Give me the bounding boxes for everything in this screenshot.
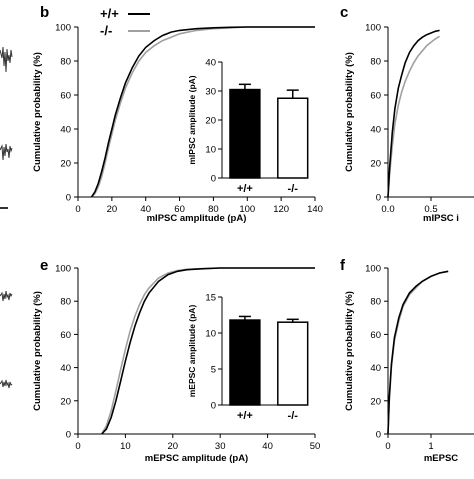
- chart-c-x-tick-label: 0.5: [424, 204, 437, 215]
- chart-b-x-tick-label: 140: [307, 204, 323, 215]
- chart-e-y-tick-label: 0: [66, 430, 71, 441]
- chart-b-inset-y-label: mIPSC amplitude (pA): [187, 75, 197, 164]
- chart-e-x-tick-label: 10: [120, 441, 131, 452]
- trace-fragment-1: [0, 46, 13, 73]
- chart-e-series-wt-line: [101, 267, 315, 435]
- chart-e-inset-y-tick-label: 0: [211, 401, 216, 412]
- chart-f-y-tick-label: 60: [370, 330, 381, 341]
- chart-b-x-tick-label: 40: [140, 204, 151, 215]
- trace-fragment-3: [0, 290, 13, 302]
- chart-b-series-wt-line: [90, 26, 315, 198]
- chart-b-inset-category-label-1: -/-: [288, 183, 299, 195]
- chart-b-y-tick-label: 20: [60, 159, 71, 170]
- chart-b-x-tick-label: 100: [239, 204, 255, 215]
- chart-b-inset: 0 10 20 30 40 mIPSC amplitude (pA) +/+ -/-: [187, 58, 309, 195]
- chart-b-x-tick-label: 120: [273, 204, 289, 215]
- chart-e-y-label: Cumulative probability (%): [32, 291, 43, 411]
- chart-b-x-tick-label: 20: [107, 204, 118, 215]
- panel-label-b: b: [40, 4, 49, 21]
- chart-c-y-tick-label: 0: [376, 193, 381, 204]
- chart-b-x-label: mIPSC amplitude (pA): [147, 213, 247, 224]
- chart-b-inset-bar-0: [229, 88, 261, 179]
- chart-e-x-tick-label: 0: [75, 441, 80, 452]
- chart-b-y-label: Cumulative probability (%): [32, 52, 43, 172]
- chart-b-y-tick-label: 40: [60, 125, 71, 136]
- chart-e-x-tick-label: 30: [215, 441, 226, 452]
- chart-f-y-label: Cumulative probability (%): [344, 291, 355, 411]
- chart-e-inset-y-tick-label: 5: [211, 365, 216, 376]
- chart-c-y-label: Cumulative probability (%): [344, 52, 355, 172]
- chart-b-inset-bar-1: [277, 97, 309, 179]
- chart-e-y-tick-label: 100: [55, 264, 71, 275]
- trace-fragments: [0, 46, 13, 389]
- chart-e-inset-y-tick-label: 10: [205, 329, 216, 340]
- panel-label-c: c: [340, 4, 348, 21]
- chart-e-inset-y-label: mEPSC amplitude (pA): [187, 305, 197, 398]
- chart-f-y-tick-label: 0: [376, 430, 381, 441]
- chart-f-y-tick-label: 100: [365, 264, 381, 275]
- chart-c-x-label: mIPSC i: [423, 213, 459, 224]
- chart-e-inset-y-tick-label: 15: [205, 293, 216, 304]
- panel-label-e: e: [40, 257, 48, 274]
- chart-b-y-tick-label: 60: [60, 91, 71, 102]
- chart-e-y-tick-label: 20: [60, 396, 71, 407]
- chart-b-y-tick-label: 100: [55, 23, 71, 34]
- chart-c-y-tick-label: 20: [370, 159, 381, 170]
- chart-c-y-tick-label: 80: [370, 57, 381, 68]
- chart-b-y-tick-label: 0: [66, 193, 71, 204]
- chart-e-x-tick-label: 20: [168, 441, 179, 452]
- chart-e-x-label: mEPSC amplitude (pA): [145, 453, 248, 464]
- chart-f-y-tick-label: 80: [370, 297, 381, 308]
- trace-fragment-2: [0, 143, 13, 161]
- chart-b-inset-y-tick-label: 0: [211, 174, 216, 185]
- chart-c-series-wt-line: [387, 29, 440, 198]
- chart-e-y-tick-label: 60: [60, 330, 71, 341]
- chart-b-inset-y-tick-label: 30: [205, 87, 216, 98]
- chart-e-inset-bar-0: [229, 319, 261, 406]
- trace-fragment-4: [0, 379, 13, 389]
- chart-b-x-tick-label: 60: [174, 204, 185, 215]
- chart-e-inset-category-label-1: -/-: [288, 410, 299, 422]
- chart-b-inset-category-label-0: +/+: [237, 183, 253, 195]
- chart-c-y-tick-label: 60: [370, 91, 381, 102]
- legend: +/+ -/-: [100, 6, 150, 38]
- chart-b-y-tick-label: 80: [60, 57, 71, 68]
- chart-c-series-ko-line: [387, 35, 441, 198]
- chart-e-x-tick-label: 40: [262, 441, 273, 452]
- legend-label-wt: +/+: [100, 6, 119, 21]
- chart-b-x-tick-label: 0: [75, 204, 80, 215]
- chart-e-x-tick-label: 50: [310, 441, 321, 452]
- chart-b-x-tick-label: 80: [208, 204, 219, 215]
- chart-c-x-tick-label: 0.0: [381, 204, 394, 215]
- chart-e-inset-bar-1: [277, 321, 309, 406]
- chart-c-y-tick-label: 100: [365, 23, 381, 34]
- chart-e-inset: 0 5 10 15 mEPSC amplitude (pA) +/+ -/-: [187, 293, 309, 422]
- chart-e-inset-category-label-0: +/+: [237, 410, 253, 422]
- chart-f-x-tick-label: 0: [385, 441, 390, 452]
- chart-c-y-tick-label: 40: [370, 125, 381, 136]
- chart-e-y-tick-label: 40: [60, 363, 71, 374]
- legend-label-ko: -/-: [100, 23, 112, 38]
- chart-b-inset-y-tick-label: 20: [205, 116, 216, 127]
- chart-f-series-wt-line: [387, 270, 449, 435]
- chart-b-inset-y-tick-label: 40: [205, 58, 216, 69]
- chart-b-inset-y-tick-label: 10: [205, 145, 216, 156]
- chart-f-y-tick-label: 40: [370, 363, 381, 374]
- chart-e-y-tick-label: 80: [60, 297, 71, 308]
- chart-f-y-tick-label: 20: [370, 396, 381, 407]
- chart-f-x-tick-label: 1: [428, 441, 433, 452]
- panel-label-f: f: [340, 257, 346, 274]
- chart-f-x-label: mEPSC: [424, 453, 458, 464]
- chart-f-series-ko-line: [387, 270, 449, 435]
